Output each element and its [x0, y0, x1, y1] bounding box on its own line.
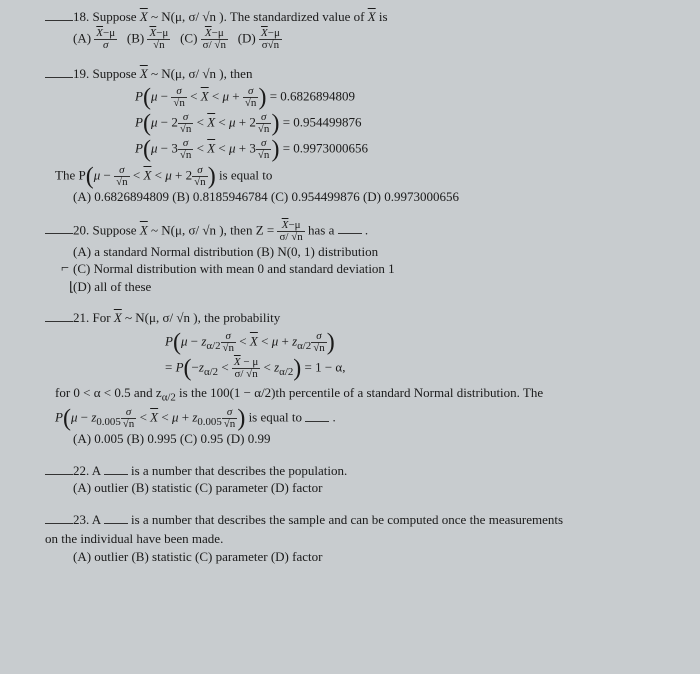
q22-text: is a number that describes the populatio… [128, 463, 348, 478]
q18-text2: is [376, 9, 388, 24]
xbar: X [368, 9, 376, 24]
q23-num: 23. A [73, 512, 104, 527]
frac-z: X−μσ/ √n [277, 220, 304, 243]
xbar: X [140, 9, 148, 24]
optD-label: (D) [238, 30, 259, 45]
question-18: 18. Suppose X ~ N(μ, σ/ √n ). The standa… [45, 8, 670, 51]
q20-stem: 20. Suppose X ~ N(μ, σ/ √n ), then Z = X… [45, 220, 670, 243]
q19-num: 19. Suppose [73, 66, 140, 81]
question-23: 23. A is a number that describes the sam… [45, 511, 670, 566]
q18-stem: 18. Suppose X ~ N(μ, σ/ √n ). The standa… [45, 8, 670, 26]
fracA: X−μσ [94, 28, 117, 51]
q23-options: (A) outlier (B) statistic (C) parameter … [73, 548, 670, 566]
question-19: 19. Suppose X ~ N(μ, σ/ √n ), then P(μ −… [45, 65, 670, 206]
q20-text3: . [362, 222, 369, 237]
fracD: X−μσ√n [259, 28, 282, 51]
q20-text2: has a [305, 222, 338, 237]
q21-desc: for 0 < α < 0.5 and zα/2 is the 100(1 − … [55, 384, 670, 405]
optA-label: (A) [73, 30, 94, 45]
q18-num: 18. Suppose [73, 9, 140, 24]
question-21: 21. For X ~ N(μ, σ/ √n ), the probabilit… [45, 309, 670, 447]
q23-text: is a number that describes the sample an… [128, 512, 563, 527]
q20-text: ~ N(μ, σ/ √n ), then Z = [148, 222, 278, 237]
q22-options: (A) outlier (B) statistic (C) parameter … [73, 479, 670, 497]
bracket-icon: ⌊ [69, 278, 74, 296]
q21-stem: 21. For X ~ N(μ, σ/ √n ), the probabilit… [45, 309, 670, 327]
q22-num: 22. A [73, 463, 104, 478]
q20-optC: ⌐(C) Normal distribution with mean 0 and… [73, 260, 670, 278]
xbar: X [114, 310, 122, 325]
eq1: P(μ − zα/2σ√n < X < μ + zα/2σ√n) [165, 331, 670, 354]
question-22: 22. A is a number that describes the pop… [45, 462, 670, 497]
q19-equations: P(μ − σ√n < X < μ + σ√n) = 0.6826894809 … [135, 86, 670, 161]
answer-blank[interactable] [45, 514, 73, 524]
answer-blank[interactable] [45, 312, 73, 322]
fracC: X−μσ/ √n [201, 28, 228, 51]
answer-blank[interactable] [45, 224, 73, 234]
q18-text: ~ N(μ, σ/ √n ). The standardized value o… [148, 9, 368, 24]
q19-stem: 19. Suppose X ~ N(μ, σ/ √n ), then [45, 65, 670, 83]
checkmark-icon: ⌐ [61, 260, 69, 279]
eq1: P(μ − σ√n < X < μ + σ√n) = 0.6826894809 [135, 86, 670, 109]
fill-blank [104, 523, 128, 524]
q22-stem: 22. A is a number that describes the pop… [45, 462, 670, 480]
q19-text: ~ N(μ, σ/ √n ), then [148, 66, 253, 81]
answer-blank[interactable] [45, 68, 73, 78]
optC-label: (C) [180, 30, 201, 45]
q19-conclusion: The P(μ − σ√n < X < μ + 2σ√n) is equal t… [55, 165, 670, 188]
q23-stem2: on the individual have been made. [45, 530, 670, 548]
q21-num: 21. For [73, 310, 114, 325]
q19-options: (A) 0.6826894809 (B) 0.8185946784 (C) 0.… [73, 188, 670, 206]
fracB: X−μ√n [147, 28, 170, 51]
q20-optD: ⌊(D) all of these [73, 278, 670, 296]
eq3: P(μ − 3σ√n < X < μ + 3σ√n) = 0.997300065… [135, 138, 670, 161]
q18-options: (A) X−μσ (B) X−μ√n (C) X−μσ/ √n (D) X−μσ… [73, 28, 670, 51]
optB-label: (B) [127, 30, 148, 45]
q20-optAB: (A) a standard Normal distribution (B) N… [73, 243, 670, 261]
q21-options: (A) 0.005 (B) 0.995 (C) 0.95 (D) 0.99 [73, 430, 670, 448]
eq2: = P(−zα/2 < X − μσ/ √n < zα/2) = 1 − α, [165, 357, 670, 380]
fill-blank [104, 474, 128, 475]
question-20: 20. Suppose X ~ N(μ, σ/ √n ), then Z = X… [45, 220, 670, 296]
xbar: X [140, 222, 148, 237]
q23-stem: 23. A is a number that describes the sam… [45, 511, 670, 529]
fill-blank [305, 421, 329, 422]
q21-text: ~ N(μ, σ/ √n ), the probability [122, 310, 280, 325]
eq2: P(μ − 2σ√n < X < μ + 2σ√n) = 0.954499876 [135, 112, 670, 135]
answer-blank[interactable] [45, 465, 73, 475]
q20-num: 20. Suppose [73, 222, 140, 237]
answer-blank[interactable] [45, 11, 73, 21]
q21-equations: P(μ − zα/2σ√n < X < μ + zα/2σ√n) = P(−zα… [165, 331, 670, 380]
fill-blank [338, 233, 362, 234]
q21-desc2: P(μ − z0.005σ√n < X < μ + z0.005σ√n) is … [55, 407, 670, 430]
xbar: X [140, 66, 148, 81]
